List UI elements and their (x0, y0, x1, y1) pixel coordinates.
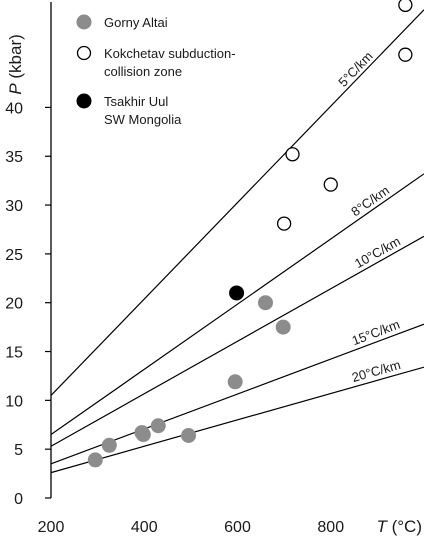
legend-label-tsakhir-uul-line-1: Tsakhir Uul (104, 94, 168, 109)
point-gorny-altai-5 (181, 428, 197, 444)
legend-marker-tsakhir-uul (76, 93, 92, 109)
legend-label-gorny-altai: Gorny Altai (104, 15, 168, 30)
data-points (87, 0, 413, 468)
y-tick-label-30: 30 (5, 198, 23, 215)
point-gorny-altai-7 (257, 295, 273, 311)
point-kokchetav-subduction-collision-zone-3 (398, 0, 413, 13)
point-kokchetav-subduction-collision-zone-0 (276, 216, 292, 231)
point-gorny-altai-6 (227, 374, 243, 390)
geotherm-line-10-c-km (50, 235, 424, 447)
legend-label-tsakhir-uul-line-2: SW Mongolia (104, 112, 182, 127)
x-axis-ticks: 200 400 600 800 (38, 519, 345, 536)
geotherm-label-15-c-km: 15°C/km (350, 317, 402, 349)
legend-marker-gorny-altai (76, 14, 92, 30)
point-gorny-altai-8 (275, 319, 291, 335)
y-tick-label-35: 35 (5, 149, 23, 166)
point-kokchetav-subduction-collision-zone-4 (398, 47, 413, 62)
y-axis-variable: P (6, 83, 25, 95)
y-tick-label-10: 10 (5, 393, 23, 410)
y-axis-title: P (kbar) (6, 34, 25, 94)
point-gorny-altai-1 (101, 437, 117, 453)
y-axis-ticks: 0 5 10 15 20 25 30 35 40 (5, 100, 51, 508)
x-tick-label-800: 800 (317, 519, 344, 536)
y-tick-label-20: 20 (5, 296, 23, 313)
legend: Gorny Altai Kokchetav subduction- collis… (76, 14, 236, 127)
geotherm-label-5-c-km: 5°C/km (335, 49, 376, 90)
point-gorny-altai-0 (87, 452, 103, 468)
y-tick-label-40: 40 (5, 100, 23, 117)
y-tick-label-25: 25 (5, 247, 23, 264)
legend-label-kokchetav-line-2: collision zone (104, 64, 182, 79)
geotherm-line-5-c-km (50, 9, 424, 396)
geotherm-lines (50, 9, 424, 474)
y-axis-unit: (kbar) (6, 34, 25, 83)
x-axis-unit: (°C) (387, 517, 422, 536)
x-axis-variable: T (376, 517, 388, 536)
y-tick-label-0: 0 (14, 491, 23, 508)
legend-marker-kokchetav (76, 45, 92, 61)
geotherm-line-8-c-km (50, 173, 424, 436)
legend-label-kokchetav-line-1: Kokchetav subduction- (104, 46, 236, 61)
point-gorny-altai-3 (135, 427, 151, 443)
x-tick-label-400: 400 (131, 519, 158, 536)
x-tick-label-200: 200 (38, 519, 65, 536)
point-kokchetav-subduction-collision-zone-2 (323, 177, 338, 192)
x-tick-label-600: 600 (224, 519, 251, 536)
point-tsakhir-uul-sw-mongolia-0 (229, 285, 245, 301)
point-gorny-altai-4 (150, 418, 166, 434)
geotherm-line-20-c-km (50, 366, 424, 474)
y-tick-label-15: 15 (5, 345, 23, 362)
y-tick-label-5: 5 (14, 442, 23, 459)
x-axis-title: T (°C) (376, 517, 422, 536)
point-kokchetav-subduction-collision-zone-1 (285, 147, 300, 162)
